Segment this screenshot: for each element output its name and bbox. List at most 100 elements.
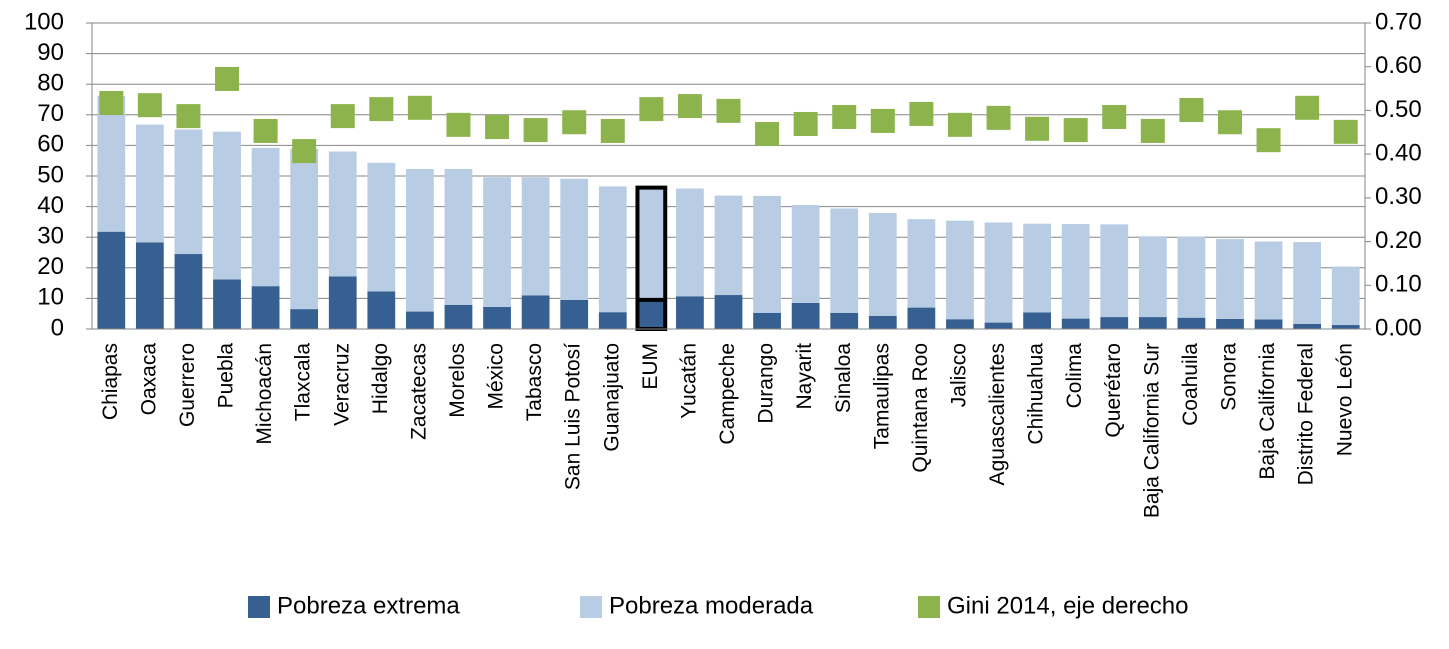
gini-marker	[947, 112, 972, 137]
x-tick-label: Baja California Sur	[1140, 343, 1163, 518]
bar	[1023, 312, 1051, 329]
bar	[251, 147, 280, 287]
gini-marker	[1256, 128, 1281, 153]
y-tick-label: 20	[37, 253, 64, 280]
bar	[483, 306, 511, 329]
y2-tick-label: 0.10	[1375, 271, 1422, 298]
gini-marker	[870, 108, 895, 133]
gini-marker	[137, 93, 162, 118]
x-tick-label: Veracruz	[330, 343, 353, 426]
bar	[367, 162, 396, 292]
y2-tick-label: 0.40	[1375, 139, 1422, 166]
y2-tick-label: 0.20	[1375, 227, 1422, 254]
gini-marker	[253, 118, 278, 143]
x-tick-label: Nuevo León	[1333, 343, 1356, 456]
gini-marker	[1102, 104, 1127, 129]
x-tick-label: Oaxaca	[137, 343, 160, 416]
bar	[174, 129, 203, 255]
bar	[830, 312, 859, 329]
x-tick-label: Sinaloa	[832, 343, 855, 413]
gini-marker	[909, 101, 934, 126]
bar	[1061, 318, 1090, 329]
bar	[598, 186, 627, 313]
y-tick-label: 90	[37, 39, 64, 66]
bar	[213, 279, 241, 329]
x-tick-label: México	[485, 343, 508, 410]
gini-marker	[176, 104, 201, 129]
y2-tick-label: 0.70	[1375, 8, 1422, 35]
x-tick-label: Campeche	[716, 343, 739, 445]
legend-swatch	[580, 596, 602, 618]
bar	[444, 304, 473, 329]
bar	[1100, 224, 1129, 318]
x-tick-label: Michoacán	[253, 343, 276, 445]
gini-marker	[1295, 95, 1320, 120]
y-tick-label: 30	[37, 223, 64, 250]
bar	[830, 208, 859, 313]
y-tick-label: 100	[24, 8, 64, 35]
bar	[1023, 223, 1051, 313]
bar	[907, 219, 936, 308]
x-tick-label: Puebla	[215, 343, 238, 409]
gini-marker	[793, 111, 818, 136]
bar	[714, 195, 743, 296]
gini-marker	[639, 97, 664, 122]
bar	[251, 286, 280, 329]
gini-marker	[523, 118, 548, 143]
legend-label: Gini 2014, eje derecho	[947, 592, 1189, 619]
x-tick-label: Chiapas	[99, 343, 122, 420]
bar	[676, 188, 704, 297]
y2-tick-label: 0.30	[1375, 183, 1422, 210]
gini-marker	[99, 90, 124, 115]
x-tick-label: Coahuila	[1179, 343, 1202, 426]
bar	[97, 231, 126, 329]
bar	[213, 131, 241, 280]
x-tick-label: EUM	[639, 343, 662, 390]
x-tick-label: Tamaulipas	[870, 343, 893, 449]
bar	[1177, 236, 1206, 318]
gini-marker	[485, 115, 510, 140]
bar	[791, 205, 820, 303]
y-tick-label: 60	[37, 131, 64, 158]
gini-marker	[330, 104, 355, 129]
x-tick-label: Tabasco	[523, 343, 546, 421]
bar	[598, 312, 627, 329]
gini-marker	[832, 104, 857, 129]
x-tick-label: Zacatecas	[407, 343, 430, 440]
gini-marker	[1140, 118, 1165, 143]
bar	[560, 178, 589, 300]
bar	[676, 296, 704, 329]
bar	[1216, 239, 1244, 319]
y-tick-label: 40	[37, 192, 64, 219]
gini-marker	[600, 118, 625, 143]
bar	[135, 124, 164, 243]
bar	[1138, 317, 1167, 329]
gini-marker	[215, 66, 240, 91]
bar	[328, 151, 357, 277]
x-tick-label: San Luis Potosí	[562, 343, 585, 490]
gini-marker	[986, 105, 1011, 130]
y2-tick-label: 0.60	[1375, 52, 1422, 79]
bar	[1293, 242, 1322, 324]
bar	[1293, 323, 1322, 329]
bar	[290, 148, 319, 310]
gini-marker	[1063, 118, 1088, 143]
bar	[367, 291, 396, 329]
bar	[1061, 224, 1090, 319]
y-tick-label: 50	[37, 161, 64, 188]
bar	[1331, 266, 1360, 326]
gini-marker	[369, 97, 394, 122]
bar	[444, 168, 473, 305]
gini-marker	[1025, 116, 1050, 141]
bar	[560, 299, 589, 329]
gini-marker	[446, 112, 471, 137]
bar	[174, 254, 203, 329]
gini-marker	[677, 94, 702, 119]
x-tick-label: Nayarit	[793, 343, 816, 410]
bar	[1177, 317, 1206, 329]
legend-label: Pobreza extrema	[277, 592, 460, 619]
bar	[1331, 325, 1360, 329]
bar	[753, 312, 781, 329]
bar	[946, 319, 974, 329]
